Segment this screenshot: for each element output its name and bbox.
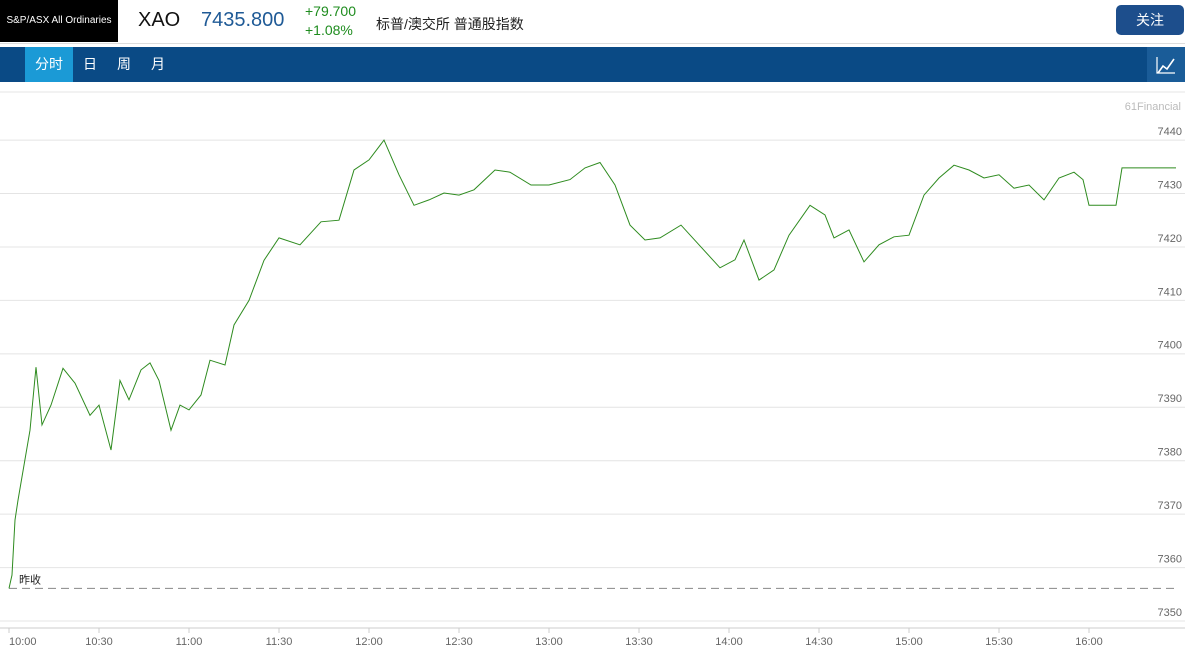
y-tick-label: 7440 [1158, 126, 1182, 138]
toolbar: 分时 日 周 月 [0, 47, 1185, 82]
index-name: S&P/ASX All Ordinaries [0, 0, 118, 42]
description: 标普/澳交所 普通股指数 [376, 16, 524, 32]
x-tick-label: 15:00 [895, 636, 923, 648]
x-tick-label: 10:00 [9, 636, 37, 648]
follow-button[interactable]: 关注 [1116, 5, 1184, 35]
x-tick-label: 12:00 [355, 636, 383, 648]
y-tick-label: 7390 [1158, 393, 1182, 405]
tab[interactable]: 日 [83, 56, 97, 72]
change: +79.700 [305, 3, 356, 19]
header: S&P/ASX All Ordinaries XAO 7435.800 +79.… [0, 0, 1185, 44]
y-tick-label: 7420 [1158, 233, 1182, 245]
tab[interactable]: 分时 [25, 47, 73, 82]
price: 7435.800 [201, 9, 285, 31]
change-pct: +1.08% [305, 22, 353, 38]
x-tick-label: 15:30 [985, 636, 1013, 648]
y-tick-label: 7350 [1158, 607, 1182, 619]
y-tick-label: 7410 [1158, 286, 1182, 298]
y-tick-label: 7370 [1158, 500, 1182, 512]
x-tick-label: 13:00 [535, 636, 563, 648]
symbol: XAO [138, 9, 181, 31]
y-tick-label: 7360 [1158, 553, 1182, 565]
prev-close-label: 昨收 [19, 572, 41, 586]
x-tick-label: 16:00 [1075, 636, 1103, 648]
x-tick-label: 13:30 [625, 636, 653, 648]
x-tick-label: 12:30 [445, 636, 473, 648]
tab[interactable]: 周 [117, 56, 131, 72]
chart-type-button[interactable] [1147, 47, 1185, 82]
x-tick-label: 10:30 [85, 636, 113, 648]
x-tick-label: 14:00 [715, 636, 743, 648]
y-tick-label: 7430 [1158, 179, 1182, 191]
y-tick-label: 7380 [1158, 447, 1182, 459]
x-tick-label: 11:00 [176, 636, 203, 648]
watermark: 61Financial [1125, 101, 1181, 113]
chart: 61Financial 7350 7360 7370 7380 7390 7400 7410… [0, 91, 1185, 648]
tab[interactable]: 月 [151, 56, 165, 72]
x-tick-label: 14:30 [805, 636, 833, 648]
y-tick-label: 7400 [1158, 340, 1182, 352]
price-line [8, 139, 1176, 589]
chart-icon [1156, 57, 1175, 74]
x-tick-label: 11:30 [266, 636, 293, 648]
